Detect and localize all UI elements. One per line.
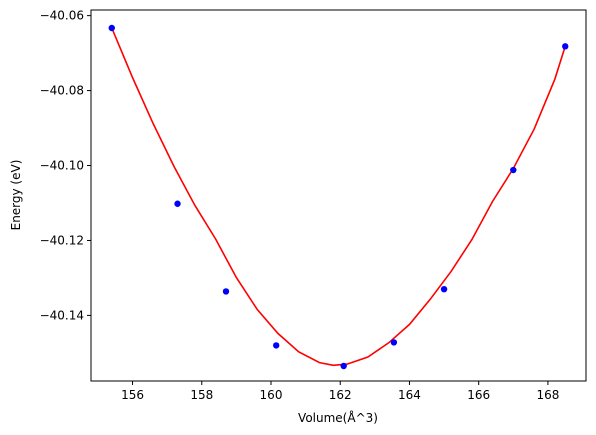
fit-curve xyxy=(111,27,566,367)
y-tick-label: −40.06 xyxy=(40,9,84,23)
x-tick-label: 166 xyxy=(467,388,490,402)
data-point xyxy=(440,285,448,293)
x-tick-label: 168 xyxy=(536,388,559,402)
x-tick-label: 156 xyxy=(121,388,144,402)
data-point xyxy=(562,43,569,50)
x-tick-label: 162 xyxy=(329,388,352,402)
x-tick-label: 158 xyxy=(190,388,213,402)
axis-ticks: 156 158 160 162 164 166 168 −40.14 −40.12 −40.10 −… xyxy=(40,9,560,402)
y-axis-label: Energy (eV) xyxy=(9,160,23,231)
x-tick-label: 164 xyxy=(398,388,421,402)
y-tick-label: −40.12 xyxy=(40,233,84,247)
data-point xyxy=(108,24,115,32)
data-point xyxy=(510,166,517,174)
series-layer xyxy=(108,24,569,370)
y-tick-label: −40.10 xyxy=(40,159,84,173)
x-tick-label: 160 xyxy=(260,388,283,402)
data-point xyxy=(340,362,347,370)
plot-frame xyxy=(90,9,587,382)
data-point xyxy=(272,342,280,349)
y-tick-label: −40.14 xyxy=(40,308,84,322)
y-tick-label: −40.08 xyxy=(40,84,84,98)
data-point xyxy=(390,339,398,346)
data-point xyxy=(174,200,181,207)
data-point xyxy=(222,288,230,295)
x-axis-label: Volume(Å^3) xyxy=(298,410,378,425)
